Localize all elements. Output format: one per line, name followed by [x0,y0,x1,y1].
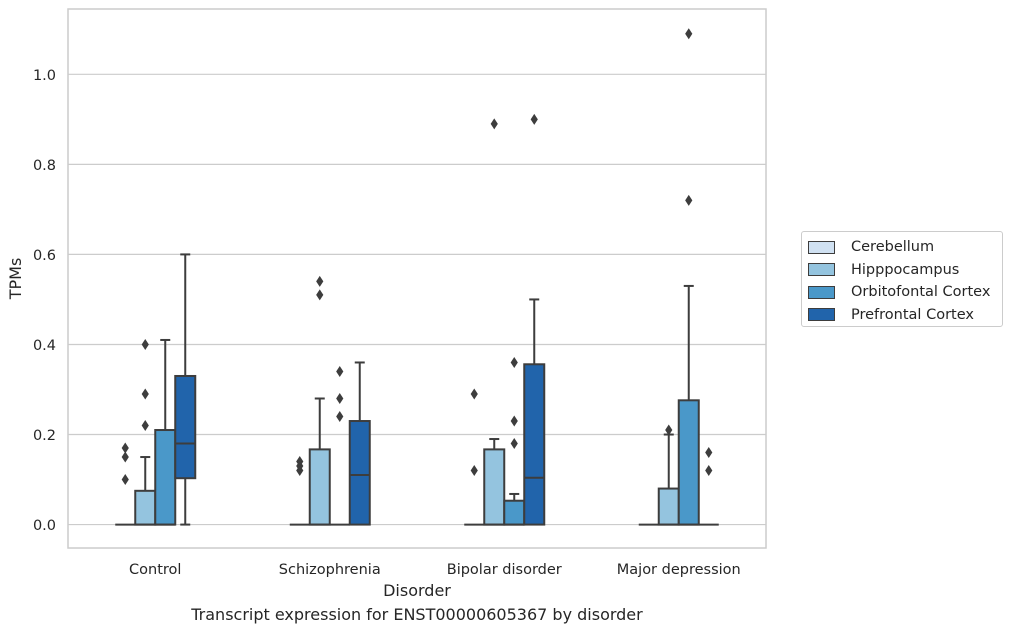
legend-item-cerebellum: Cerebellum [808,236,994,259]
outlier-point [316,275,324,287]
box [483,448,506,526]
x-axis: Control Schizophrenia Bipolar disorder Majo… [129,562,741,578]
box [657,487,680,526]
outlier-point [510,438,518,450]
box-group [308,275,331,526]
outlier-point [470,388,478,400]
box-group [115,442,136,526]
outlier-point [141,420,149,432]
box [174,374,197,480]
outlier-point [685,28,693,40]
box-group [483,118,506,526]
outlier-point [705,465,713,477]
x-tick-label: Control [129,562,181,578]
box-group [698,447,719,526]
legend-item-prefrontal: Prefrontal Cortex [808,304,994,327]
box-group [174,253,197,526]
outlier-point [336,365,344,377]
y-tick-label: 0.4 [33,338,56,354]
box [134,489,157,526]
outlier-point [685,194,693,206]
outlier-point [510,415,518,427]
legend: Cerebellum Hipppocampus Orbitofontal Cor… [801,231,1003,327]
legend-swatch-prefrontal [808,308,835,322]
boxes [115,28,719,526]
box-group [657,424,680,526]
y-tick-label: 0.0 [33,518,56,534]
outlier-point [121,474,129,486]
legend-item-hippocampus: Hipppocampus [808,259,994,282]
legend-label-prefrontal: Prefrontal Cortex [851,306,974,323]
figure-caption: Transcript expression for ENST0000060536… [191,605,643,624]
plot-frame [67,8,767,549]
x-tick-label: Schizophrenia [279,562,381,578]
outlier-point [336,411,344,423]
box [308,448,331,526]
box [503,499,526,526]
outlier-point [141,338,149,350]
legend-item-orbitofrontal: Orbitofontal Cortex [808,281,994,304]
outlier-point [530,113,538,125]
outlier-point [470,465,478,477]
y-axis-label: TPMs [6,258,25,301]
outlier-point [705,447,713,459]
box-group [329,365,350,526]
box-group [348,361,371,526]
outlier-point [296,456,304,468]
outlier-point [141,388,149,400]
outlier-point [510,356,518,368]
legend-label-orbitofrontal: Orbitofontal Cortex [851,284,991,301]
x-tick-label: Major depression [617,562,741,578]
box-group [523,113,546,526]
legend-swatch-cerebellum [808,240,835,254]
box [348,420,371,526]
x-axis-label: Disorder [383,581,451,600]
outlier-point [336,393,344,405]
box [523,363,546,526]
y-tick-label: 1.0 [33,68,56,84]
outlier-point [121,442,129,454]
box-group [154,338,177,526]
legend-label-cerebellum: Cerebellum [851,239,935,256]
y-tick-label: 0.2 [33,428,56,444]
outlier-point [121,451,129,463]
box-group [503,356,526,526]
x-tick-label: Bipolar disorder [447,562,562,578]
legend-swatch-orbitofrontal [808,285,835,299]
y-tick-label: 0.8 [33,158,56,174]
box [154,429,177,526]
box-group [134,338,157,526]
outlier-point [665,424,673,436]
box-group [464,388,485,526]
box [677,399,700,526]
outlier-point [490,118,498,130]
outlier-point [316,289,324,301]
legend-swatch-hippocampus [808,263,835,277]
box-group [677,28,700,526]
y-axis: 0.0 0.2 0.4 0.6 0.8 1.0 [33,68,56,534]
y-tick-label: 0.6 [33,248,56,264]
legend-label-hippocampus: Hipppocampus [851,261,960,278]
box-group [289,456,310,526]
